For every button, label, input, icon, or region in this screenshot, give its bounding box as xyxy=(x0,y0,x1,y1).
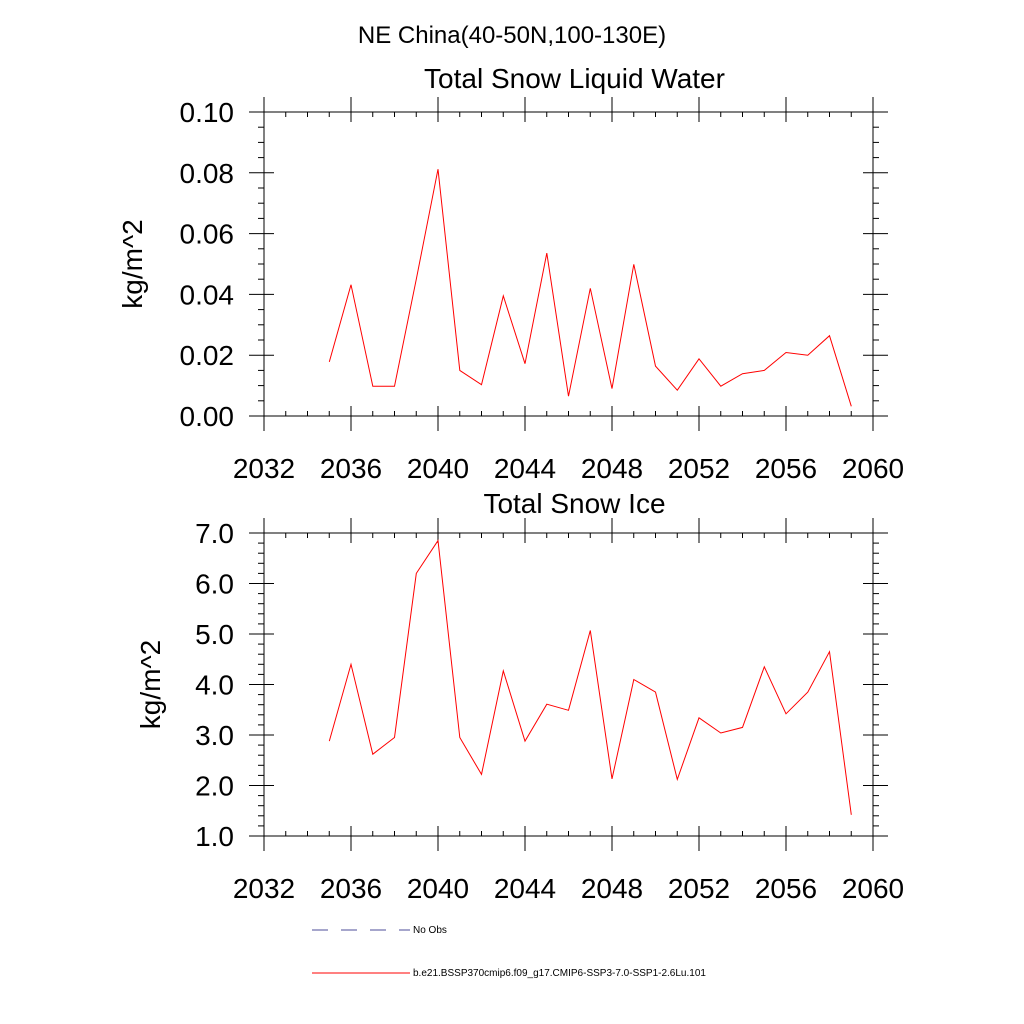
x-tick-label: 2052 xyxy=(668,453,730,484)
legend-label-model-run: b.e21.BSSP370cmip6.f09_g17.CMIP6-SSP3-7.… xyxy=(413,968,706,979)
y-tick-label: 4.0 xyxy=(195,670,234,701)
x-tick-label: 2036 xyxy=(320,453,382,484)
y-tick-label: 0.10 xyxy=(180,97,235,128)
y-tick-label: 5.0 xyxy=(195,619,234,650)
legend-label-no-obs: No Obs xyxy=(413,925,447,936)
y-axis-label: kg/m^2 xyxy=(135,640,166,729)
y-tick-label: 3.0 xyxy=(195,720,234,751)
y-tick-label: 0.04 xyxy=(180,279,235,310)
y-tick-label: 2.0 xyxy=(195,771,234,802)
plot-frame xyxy=(263,111,874,417)
x-tick-label: 2060 xyxy=(842,453,904,484)
y-tick-label: 0.02 xyxy=(180,340,235,371)
x-tick-label: 2036 xyxy=(320,873,382,904)
y-tick-label: 7.0 xyxy=(195,518,234,549)
series-line xyxy=(328,169,852,407)
x-tick-label: 2056 xyxy=(755,873,817,904)
y-tick-label: 0.06 xyxy=(180,219,235,250)
figure-suptitle: NE China(40-50N,100-130E) xyxy=(358,22,666,49)
series-line xyxy=(328,539,852,815)
y-tick-label: 0.00 xyxy=(180,401,235,432)
x-tick-label: 2032 xyxy=(233,453,295,484)
legend: No Obs b.e21.BSSP370cmip6.f09_g17.CMIP6-… xyxy=(312,925,706,979)
y-axis-label: kg/m^2 xyxy=(117,219,148,308)
x-tick-label: 2052 xyxy=(668,873,730,904)
x-tick-label: 2060 xyxy=(842,873,904,904)
chart-title: Total Snow Ice xyxy=(483,488,665,519)
chart-title: Total Snow Liquid Water xyxy=(424,63,725,94)
x-tick-label: 2044 xyxy=(494,453,556,484)
panel-snow-liquid-water: Total Snow Liquid Water kg/m^2 2032 2036 204… xyxy=(117,63,904,484)
plot-frame xyxy=(263,532,874,837)
x-tick-label: 2056 xyxy=(755,453,817,484)
y-tick-label: 6.0 xyxy=(195,569,234,600)
y-tick-label: 0.08 xyxy=(180,158,235,189)
x-tick-label: 2048 xyxy=(581,453,643,484)
panel-snow-ice: Total Snow Ice kg/m^2 2032 2036 2040 2044 2048… xyxy=(135,488,904,904)
x-tick-label: 2040 xyxy=(407,873,469,904)
x-tick-label: 2032 xyxy=(233,873,295,904)
x-tick-label: 2040 xyxy=(407,453,469,484)
x-tick-label: 2044 xyxy=(494,873,556,904)
y-tick-label: 1.0 xyxy=(195,821,234,852)
x-tick-label: 2048 xyxy=(581,873,643,904)
